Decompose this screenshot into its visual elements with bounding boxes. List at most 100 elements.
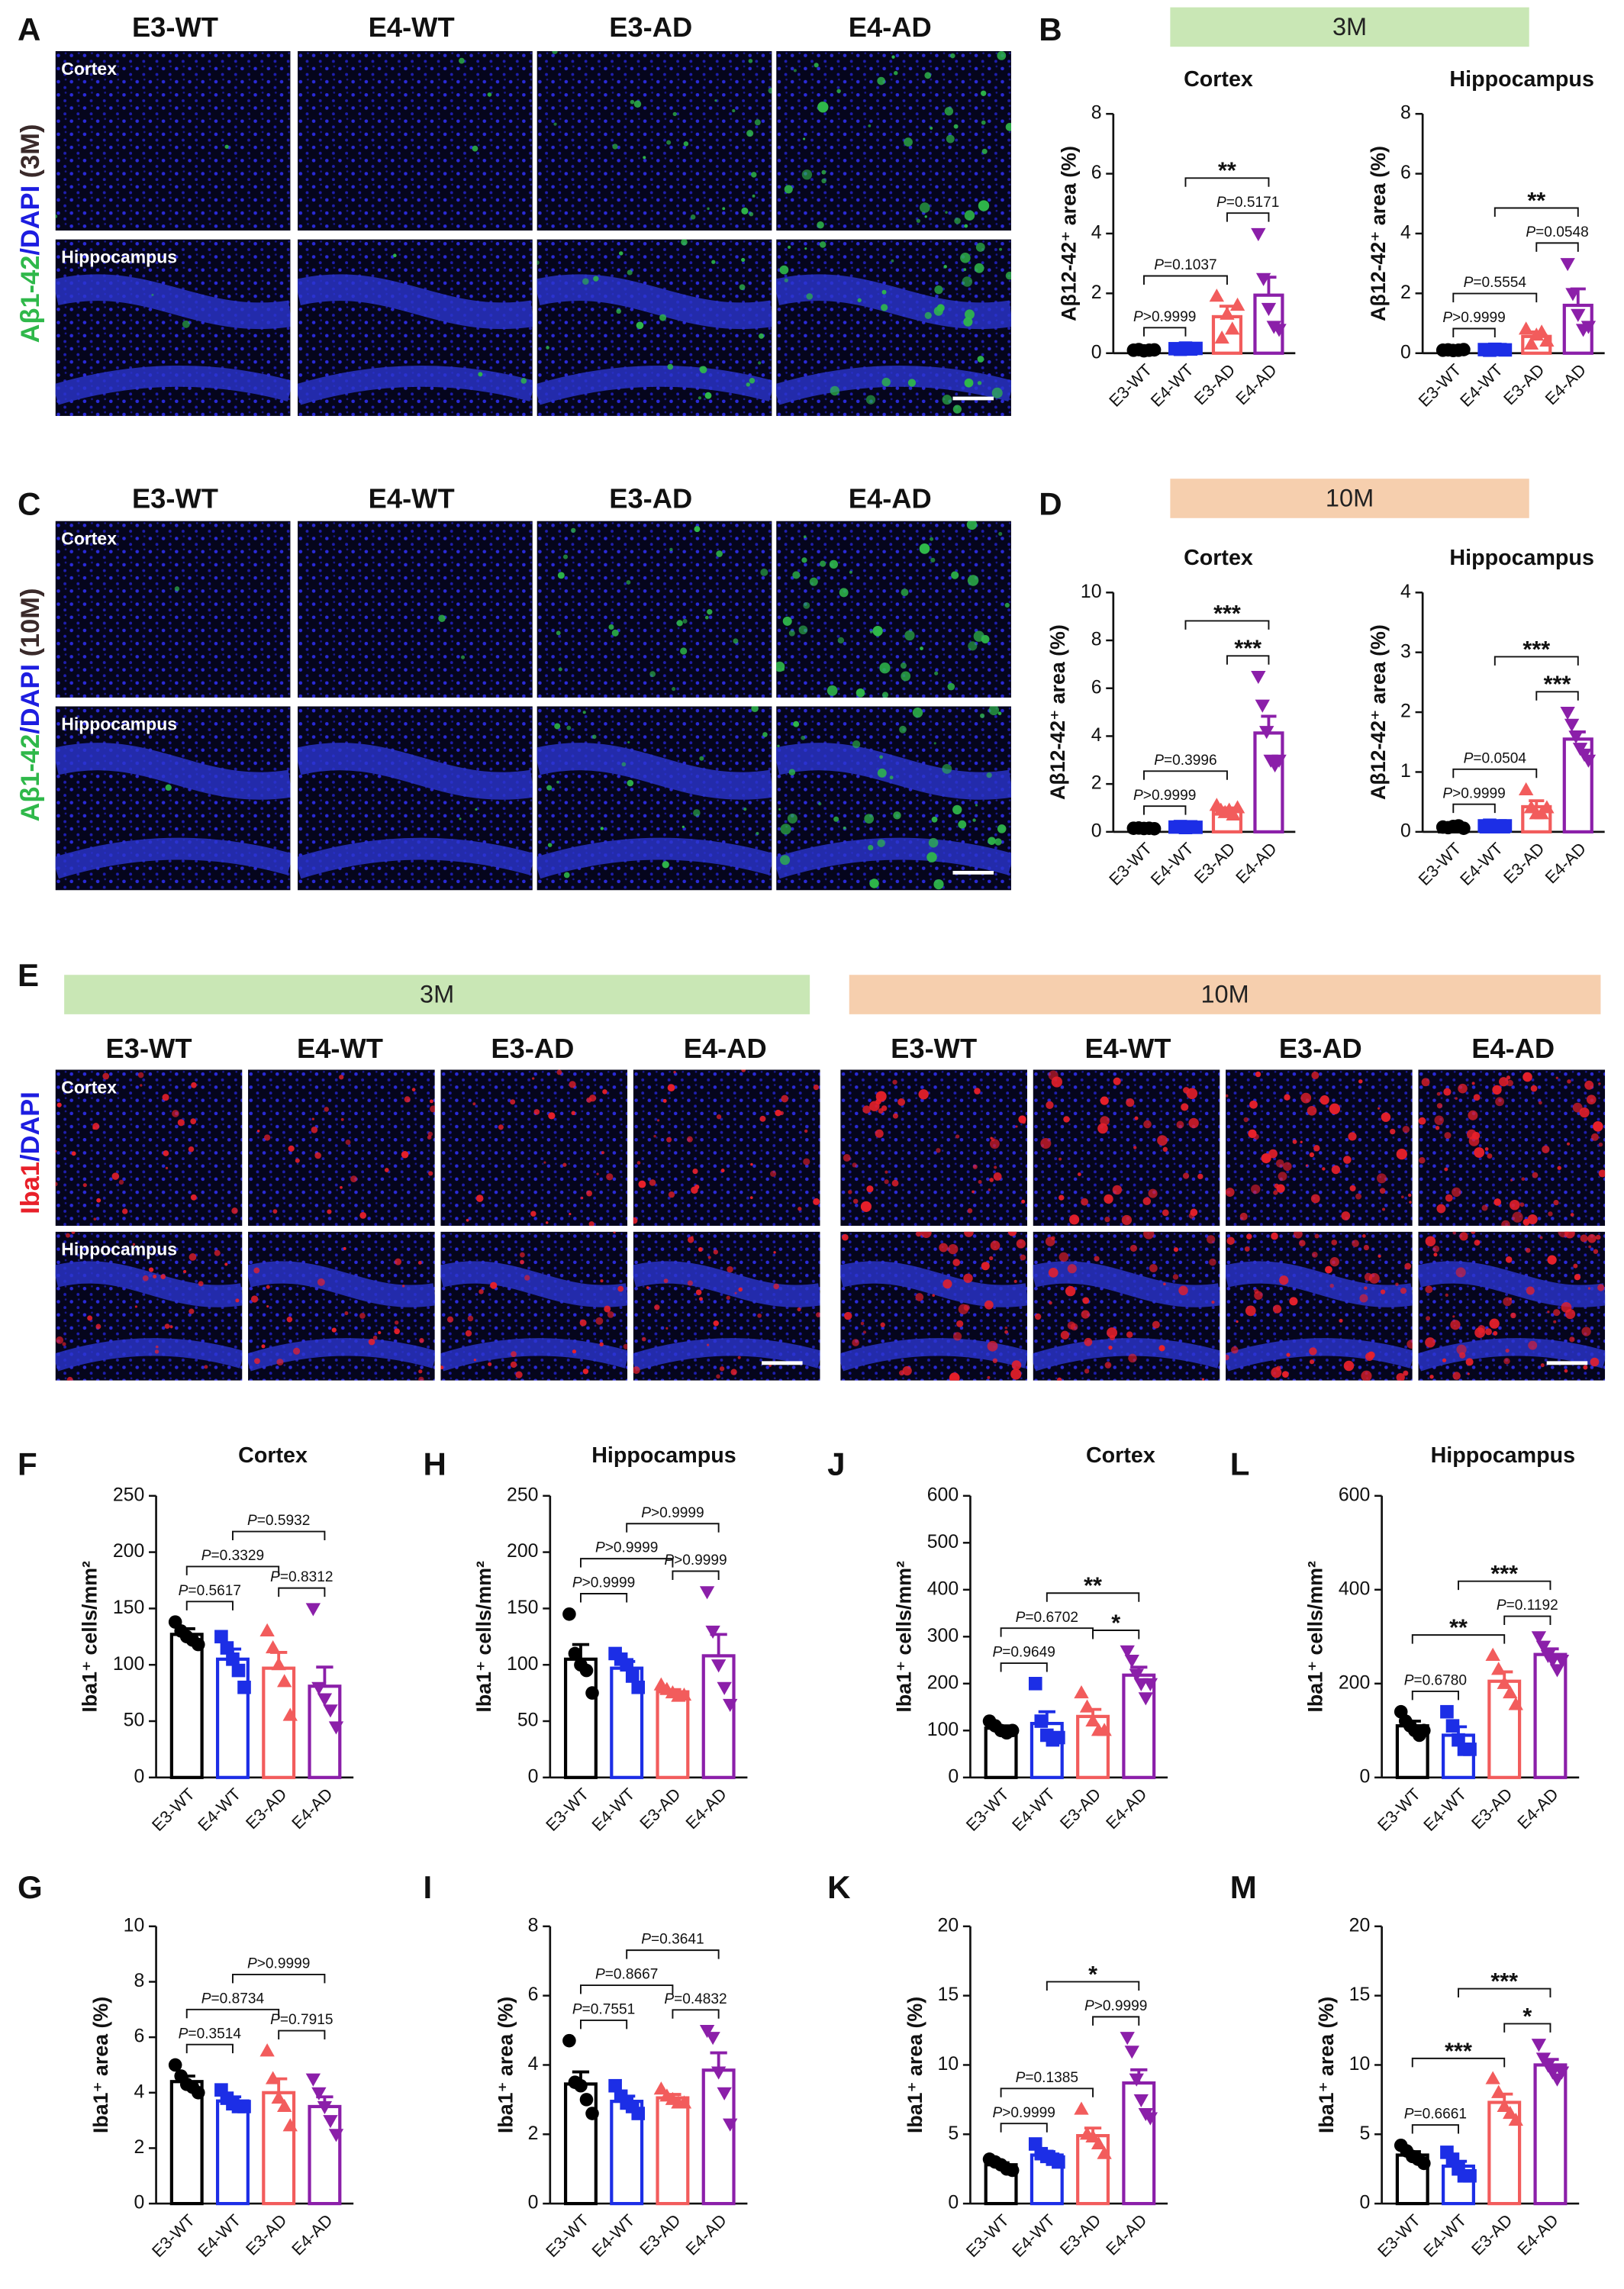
signal-speckle [963, 268, 967, 272]
signal-speckle [340, 1185, 343, 1189]
signal-speckle [1300, 1140, 1303, 1143]
signal-speckle [749, 378, 756, 384]
cell-layer [248, 1338, 435, 1372]
signal-speckle [617, 1285, 624, 1292]
signal-speckle [988, 837, 996, 846]
signal-speckle [1407, 1193, 1412, 1198]
y-axis-label: Aβ12-42⁺ area (%) [1367, 624, 1390, 800]
signal-speckle [972, 818, 976, 822]
signal-speckle [891, 259, 894, 263]
signal-speckle [936, 1148, 941, 1153]
cell-layer [440, 1261, 628, 1307]
signal-speckle [266, 1285, 270, 1289]
y-tick-label: 200 [113, 1541, 144, 1562]
y-tick-label: 250 [113, 1485, 144, 1505]
signal-speckle [163, 1150, 169, 1156]
signal-speckle [1058, 1252, 1069, 1262]
y-tick-label: 6 [134, 2026, 144, 2047]
signal-speckle [818, 801, 822, 806]
signal-speckle [1084, 1337, 1093, 1346]
signal-speckle [754, 119, 761, 126]
stain-part: Aβ1-42 [16, 734, 45, 822]
signal-speckle [1325, 1265, 1332, 1274]
column-header: E4-WT [297, 1033, 383, 1064]
signal-speckle [1007, 1231, 1017, 1236]
signal-speckle [704, 615, 709, 620]
signal-speckle [953, 124, 959, 129]
signal-speckle [1580, 1234, 1588, 1243]
signal-speckle [1004, 1326, 1008, 1330]
signal-speckle [1574, 1274, 1581, 1281]
y-tick-label: 0 [528, 2193, 539, 2213]
signal-speckle [566, 725, 572, 730]
signal-speckle [1363, 1244, 1369, 1251]
data-point [265, 2071, 281, 2084]
significance-bracket [1411, 1690, 1459, 1701]
signal-speckle [1509, 1199, 1520, 1211]
micrograph-bg [536, 521, 772, 698]
signal-speckle [768, 1364, 772, 1367]
signal-speckle [498, 1124, 504, 1130]
signal-speckle [1020, 1254, 1026, 1261]
signal-speckle [1148, 1188, 1158, 1198]
signal-speckle [1104, 1362, 1112, 1369]
signal-speckle [1112, 1185, 1123, 1195]
signal-speckle [860, 1201, 872, 1212]
signal-speckle [1005, 271, 1011, 280]
signal-speckle [569, 1081, 576, 1088]
signal-speckle [952, 1332, 962, 1341]
data-point [723, 1698, 738, 1712]
signal-speckle [1425, 1285, 1433, 1294]
signal-speckle [1261, 1153, 1271, 1164]
signal-speckle [1468, 1110, 1478, 1120]
cell-layer [1418, 1338, 1606, 1372]
signal-speckle [1501, 1220, 1510, 1227]
panel-letter: I [423, 1869, 432, 1905]
signal-speckle [638, 1180, 646, 1188]
signal-speckle [654, 1304, 660, 1311]
signal-speckle [926, 852, 937, 862]
signal-speckle [1329, 1283, 1334, 1288]
signal-speckle [478, 372, 483, 377]
signal-speckle [803, 535, 807, 539]
micrograph [55, 521, 291, 698]
signal-speckle [833, 816, 839, 822]
y-axis-label: Iba1⁺ cells/mm² [472, 1561, 495, 1713]
signal-speckle [643, 156, 646, 160]
signal-speckle [600, 1279, 604, 1283]
micrograph-bg [776, 521, 1011, 698]
data-point [1539, 800, 1555, 814]
signal-speckle [998, 531, 1003, 536]
signal-speckle [1553, 1320, 1557, 1323]
significance-bracket [580, 1984, 674, 1994]
signal-speckle [1108, 1345, 1113, 1350]
data-point [1074, 2101, 1089, 2115]
micrograph [1033, 1231, 1220, 1381]
y-axis-label: Iba1⁺ area (%) [1315, 1997, 1338, 2133]
signal-speckle [1456, 1344, 1467, 1355]
signal-speckle [1573, 1263, 1578, 1269]
data-point [1129, 2073, 1144, 2087]
signal-speckle [1133, 1146, 1137, 1149]
signal-speckle [552, 50, 558, 54]
significance-label: P>0.9999 [664, 1552, 727, 1568]
signal-speckle [1152, 1320, 1160, 1329]
signal-speckle [1396, 1149, 1407, 1160]
signal-speckle [1471, 1231, 1476, 1234]
column-header: E3-AD [1279, 1033, 1362, 1064]
signal-speckle [1378, 1107, 1381, 1110]
significance-label: P=0.3514 [179, 2026, 242, 2042]
signal-speckle [1143, 1231, 1155, 1240]
signal-speckle [944, 107, 954, 116]
data-point [1549, 1664, 1565, 1678]
signal-speckle [945, 211, 948, 214]
signal-speckle [572, 1349, 577, 1354]
signal-speckle [165, 784, 172, 791]
signal-speckle [1452, 1372, 1461, 1380]
significance-label: ** [1218, 158, 1236, 184]
signal-speckle [1231, 1346, 1239, 1354]
signal-speckle [172, 1110, 179, 1117]
signal-speckle [1046, 1101, 1054, 1109]
column-header: E3-WT [132, 482, 218, 514]
micrograph [536, 50, 772, 231]
